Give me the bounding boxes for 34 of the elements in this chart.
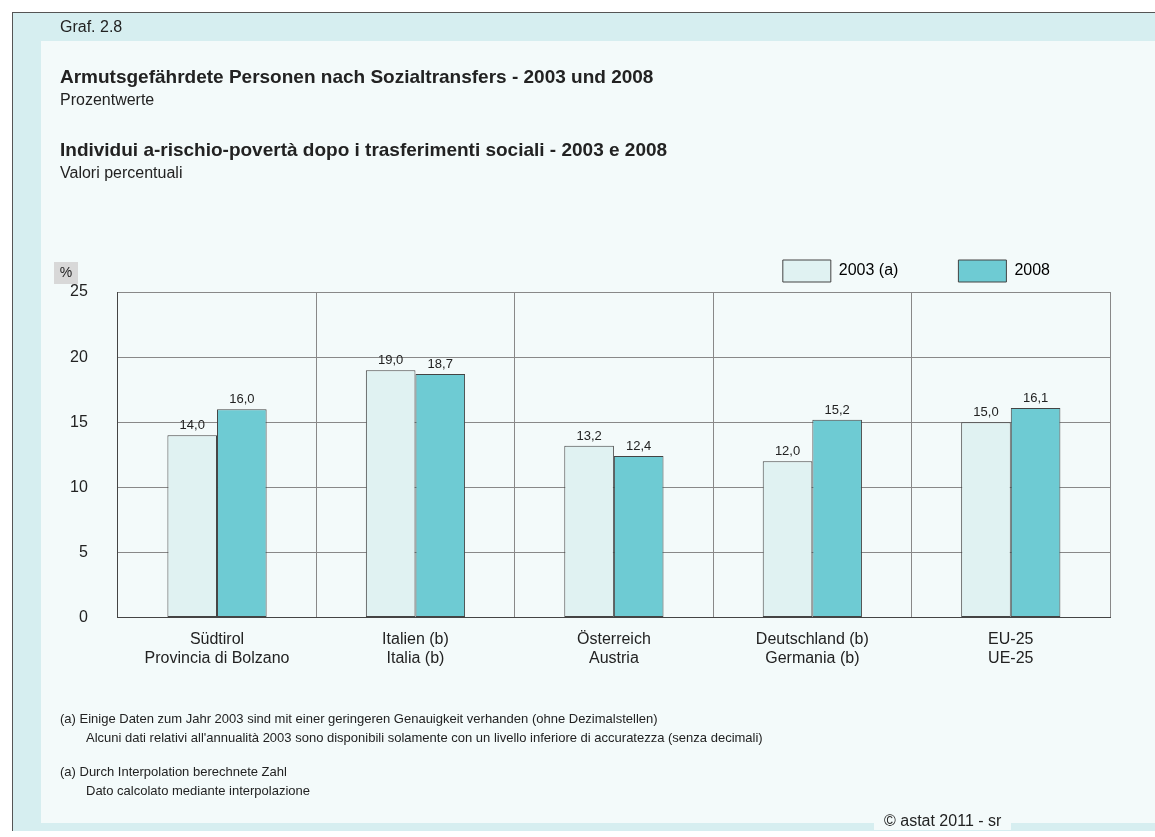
y-tick-label: 0 — [78, 608, 88, 626]
y-tick-label: 20 — [70, 347, 88, 365]
legend-label: 2003 (a) — [838, 261, 899, 279]
text: 13,2 — [576, 427, 602, 443]
text: 15,2 — [824, 401, 850, 417]
x-tick-label: Österreich Austria — [577, 629, 651, 666]
text: 12,4 — [626, 438, 652, 454]
text: 19,0 — [378, 352, 404, 368]
text: © astat 2011 - sr — [874, 812, 1012, 830]
y-tick-label: 10 — [70, 477, 88, 495]
x-tick-label: Deutschland (b) Germania (b) — [755, 629, 869, 666]
x-tick-label: Südtirol Provincia di Bolzano — [144, 629, 290, 666]
y-tick-label: 15 — [70, 412, 88, 430]
x-tick-label: EU-25 UE-25 — [988, 629, 1034, 666]
text: Alcuni dati relativi all'annualità 2003 sono disponibili solamente con un livello inferiore di accuratezza (senza decimali) — [86, 730, 763, 745]
text: Graf. 2.8 — [60, 18, 123, 36]
text: 18,7 — [427, 356, 453, 372]
legend-label: 2008 — [1014, 261, 1051, 279]
text: 15,0 — [973, 404, 999, 420]
text: 16,0 — [229, 391, 255, 407]
text: Valori percentuali — [60, 164, 183, 182]
x-tick-label: Italien (b) Italia (b) — [382, 629, 449, 666]
text: 16,1 — [1022, 389, 1049, 405]
text: 12,0 — [774, 443, 801, 459]
y-axis-title: % — [59, 263, 73, 280]
text: Individui a-rischio-povertà dopo i trasferimenti sociali - 2003 e 2008 — [60, 139, 668, 161]
chart-subtitle: Prozentwerte — [60, 91, 155, 109]
text: (a) Durch Interpolation berechnete Zahl — [60, 764, 287, 779]
chart-title: Armutsgefährdete Personen nach Sozialtransfers - 2003 und 2008 — [60, 66, 654, 88]
y-tick-label: 5 — [78, 542, 88, 560]
text: Dato calcolato mediante interpolazione — [86, 783, 311, 798]
y-tick-label: 25 — [70, 282, 88, 300]
text: 14,0 — [179, 417, 205, 433]
text: (a) Einige Daten zum Jahr 2003 sind mit einer geringeren Genauigkeit verhanden (ohne Dezimalstellen) — [60, 711, 658, 726]
